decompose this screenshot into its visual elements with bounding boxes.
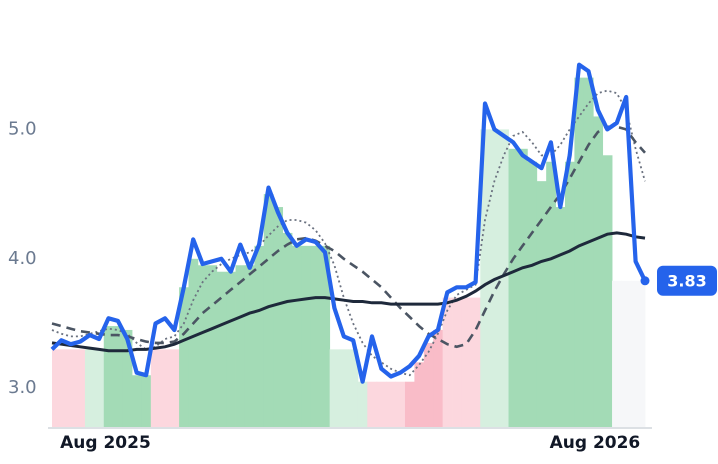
background-bar bbox=[423, 342, 434, 427]
background-bar bbox=[169, 349, 180, 427]
background-bar bbox=[301, 245, 312, 427]
x-tick-label: Aug 2025 bbox=[60, 433, 151, 453]
line-layer bbox=[50, 62, 647, 384]
background-bar bbox=[254, 245, 265, 427]
background-bar bbox=[310, 245, 321, 427]
y-tick-label: 4.0 bbox=[8, 248, 37, 269]
background-bar bbox=[207, 265, 218, 427]
background-bar bbox=[640, 280, 646, 427]
background-bar bbox=[508, 148, 519, 427]
background-bar bbox=[56, 349, 67, 427]
background-bar bbox=[94, 349, 105, 427]
background-bar bbox=[527, 161, 538, 427]
background-bar bbox=[612, 280, 622, 427]
background-bar bbox=[103, 326, 114, 427]
background-bar bbox=[376, 381, 387, 427]
background-bar bbox=[480, 129, 491, 428]
background-bar bbox=[386, 381, 396, 427]
background-bar bbox=[84, 349, 95, 427]
background-bar bbox=[414, 362, 425, 427]
background-bar bbox=[470, 297, 481, 427]
background-bar bbox=[113, 326, 123, 427]
background-bar bbox=[574, 77, 585, 428]
value-tag bbox=[657, 265, 717, 296]
background-bar bbox=[197, 265, 208, 427]
background-bar bbox=[150, 349, 161, 427]
background-bar bbox=[226, 271, 236, 427]
background-bar bbox=[404, 381, 415, 427]
last-point bbox=[640, 276, 650, 286]
background-bar bbox=[273, 207, 284, 427]
background-bar bbox=[442, 297, 453, 427]
background-bar bbox=[179, 287, 189, 427]
background-bar bbox=[329, 349, 340, 427]
background-bar bbox=[188, 258, 199, 427]
background-bar bbox=[357, 381, 368, 427]
background-bar bbox=[132, 375, 142, 427]
background-bar bbox=[461, 297, 472, 427]
background-bar bbox=[66, 349, 76, 427]
background-bar bbox=[122, 329, 133, 427]
background-bar bbox=[433, 329, 444, 427]
background-bar bbox=[141, 375, 152, 427]
background-bar bbox=[320, 245, 331, 427]
background-bar bbox=[282, 232, 293, 427]
line-price bbox=[50, 62, 647, 384]
background-bar bbox=[216, 271, 227, 427]
background-bar bbox=[452, 297, 462, 427]
background-bar bbox=[564, 161, 575, 427]
background-bar bbox=[348, 349, 359, 427]
background-bar bbox=[593, 116, 604, 428]
background-bar bbox=[583, 77, 594, 428]
background-bar bbox=[263, 194, 274, 427]
line-dashed bbox=[51, 125, 646, 349]
background-bar bbox=[292, 245, 302, 427]
x-tick-label: Aug 2026 bbox=[550, 433, 641, 453]
background-bar bbox=[160, 349, 171, 427]
y-tick-label: 3.0 bbox=[8, 377, 37, 398]
background-bar bbox=[517, 148, 528, 427]
background-bar bbox=[339, 349, 349, 427]
background-bar bbox=[602, 155, 613, 428]
background-bar bbox=[555, 207, 566, 427]
background-bar bbox=[499, 129, 509, 428]
background-bar bbox=[52, 349, 58, 427]
value-tag-label: 3.83 bbox=[667, 271, 706, 290]
background-bar bbox=[621, 280, 632, 427]
bar-layer bbox=[52, 77, 646, 428]
background-bar bbox=[536, 181, 547, 427]
background-bar bbox=[546, 161, 556, 427]
background-bar bbox=[244, 265, 255, 427]
background-bar bbox=[395, 381, 406, 427]
background-bar bbox=[367, 381, 378, 427]
y-tick-label: 5.0 bbox=[8, 118, 37, 139]
background-bar bbox=[75, 349, 86, 427]
background-bar bbox=[630, 280, 641, 427]
background-bar bbox=[235, 265, 246, 427]
